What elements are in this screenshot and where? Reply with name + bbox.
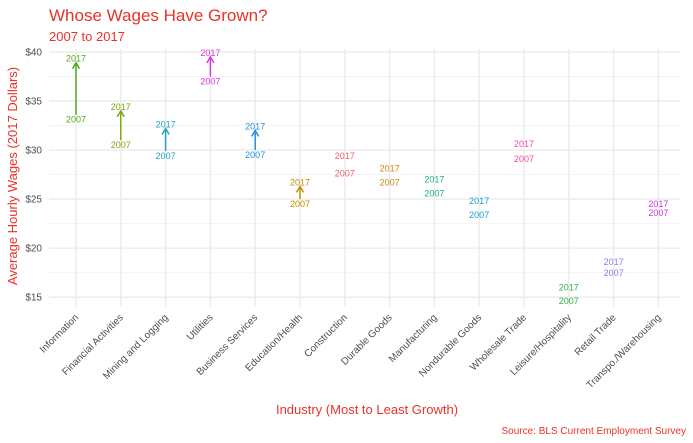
arrow-group: 2007 2017 xyxy=(245,121,265,160)
label-2017: 2017 xyxy=(111,102,131,112)
x-tick-label: Transpo./Warehousing xyxy=(585,312,664,391)
x-tick-label: Retail Trade xyxy=(573,312,619,358)
y-tick-label: $35 xyxy=(25,96,42,107)
x-tick-label: Construction xyxy=(302,312,349,359)
wage-arrow-head xyxy=(251,128,260,137)
label-2007: 2007 xyxy=(424,188,444,198)
label-2017: 2017 xyxy=(245,121,265,131)
wage-arrow-head xyxy=(161,126,170,135)
wage-arrow-head xyxy=(206,55,215,64)
y-tick-label: $25 xyxy=(25,195,42,206)
label-2007: 2007 xyxy=(156,151,176,161)
arrow-marks: 2007201720072017200720172007201720072017… xyxy=(66,48,668,306)
label-2017: 2017 xyxy=(66,54,86,64)
wage-arrow-head xyxy=(116,109,125,118)
y-tick-label: $15 xyxy=(25,293,42,304)
gridlines xyxy=(49,49,680,307)
y-tick-label: $30 xyxy=(25,146,42,157)
label-2007: 2007 xyxy=(335,169,355,179)
label-2017: 2017 xyxy=(156,119,176,129)
label-2007: 2007 xyxy=(469,210,489,220)
arrow-group: 2007 2017 xyxy=(200,48,220,87)
arrow-group: 2007 2017 xyxy=(514,139,534,164)
chart-title: Whose Wages Have Grown? xyxy=(49,6,268,25)
arrow-group: 2007 2017 xyxy=(66,54,86,125)
x-axis-title: Industry (Most to Least Growth) xyxy=(276,402,458,417)
arrow-group: 2007 2017 xyxy=(469,196,489,220)
arrow-group: 2007 2017 xyxy=(380,164,400,188)
label-2017: 2017 xyxy=(335,151,355,161)
arrow-group: 2007 2017 xyxy=(559,282,579,306)
label-2007: 2007 xyxy=(604,268,624,278)
label-2007: 2007 xyxy=(200,76,220,86)
wage-arrow-head xyxy=(295,184,305,193)
arrow-group: 2007 2017 xyxy=(424,174,444,198)
label-2007: 2007 xyxy=(559,296,579,306)
chart-caption: Source: BLS Current Employment Survey xyxy=(501,426,686,437)
label-2007: 2007 xyxy=(290,199,310,209)
arrow-group: 2007 2017 xyxy=(156,119,176,161)
label-2007: 2007 xyxy=(648,208,668,218)
x-tick-label: Information xyxy=(38,312,81,355)
label-2007: 2007 xyxy=(66,115,86,125)
wage-arrow-head xyxy=(71,61,81,70)
label-2017: 2017 xyxy=(200,48,220,58)
y-axis-title: Average Hourly Wages (2017 Dollars) xyxy=(5,67,20,285)
label-2017: 2017 xyxy=(380,164,400,174)
label-2017: 2017 xyxy=(604,257,624,267)
label-2007: 2007 xyxy=(245,150,265,160)
y-axis-ticks: $15 $20 $25 $30 $35 $40 xyxy=(25,47,42,303)
x-tick-label: Utilities xyxy=(185,312,216,343)
arrow-group: 2007 2017 xyxy=(335,151,355,179)
label-2007: 2007 xyxy=(111,140,131,150)
y-tick-label: $20 xyxy=(25,244,42,255)
arrow-group: 2007 2017 xyxy=(290,177,310,209)
arrow-group: 2007 2017 xyxy=(111,102,131,150)
label-2017: 2017 xyxy=(648,199,668,209)
label-2007: 2007 xyxy=(514,154,534,164)
label-2017: 2017 xyxy=(559,282,579,292)
label-2017: 2017 xyxy=(424,174,444,184)
label-2017: 2017 xyxy=(290,177,310,187)
chart-subtitle: 2007 to 2017 xyxy=(49,29,125,44)
label-2017: 2017 xyxy=(469,196,489,206)
y-tick-label: $40 xyxy=(25,47,42,58)
label-2007: 2007 xyxy=(380,178,400,188)
label-2017: 2017 xyxy=(514,139,534,149)
